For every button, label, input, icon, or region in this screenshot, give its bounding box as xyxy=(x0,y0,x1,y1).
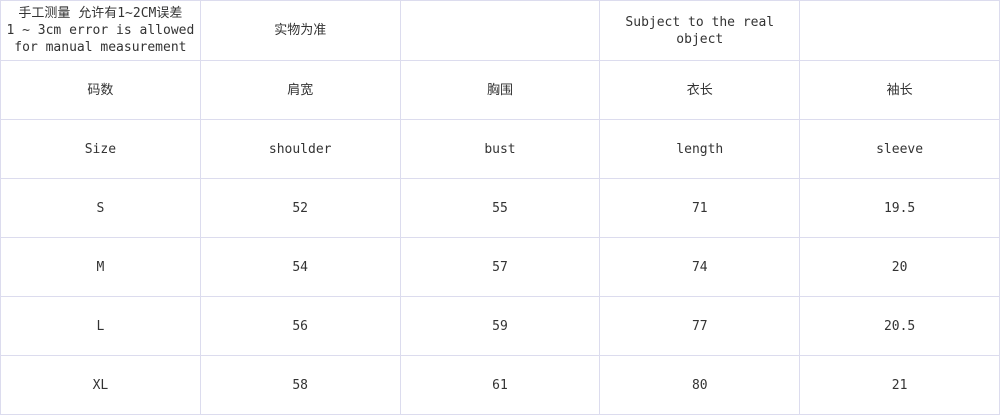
column-header: 码数 xyxy=(0,60,201,120)
column-header: 胸围 xyxy=(399,60,601,120)
note-line: 手工测量 允许有1~2CM误差 xyxy=(18,6,183,21)
header-cell: 实物为准 xyxy=(199,0,401,61)
table-cell: L xyxy=(0,296,201,356)
table-cell: 57 xyxy=(399,237,601,297)
header-cell xyxy=(399,0,601,61)
table-cell: 59 xyxy=(399,296,601,356)
table-cell: 58 xyxy=(199,355,401,415)
table-cell: 21 xyxy=(799,355,1000,415)
column-header-en-row: Size shoulder bust length sleeve xyxy=(0,119,1000,179)
column-header: length xyxy=(599,119,801,179)
table-cell: 71 xyxy=(599,178,801,238)
header-cell xyxy=(799,0,1000,61)
table-cell: 74 xyxy=(599,237,801,297)
header-cell: Subject to the real object xyxy=(599,0,801,61)
table-cell: 77 xyxy=(599,296,801,356)
table-cell: 20 xyxy=(799,237,1000,297)
column-header: 衣长 xyxy=(599,60,801,120)
note-line: 1 ~ 3cm error is allowed xyxy=(6,23,195,38)
table-cell: 55 xyxy=(399,178,601,238)
table-cell: M xyxy=(0,237,201,297)
table-cell: XL xyxy=(0,355,201,415)
table-cell: 80 xyxy=(599,355,801,415)
table-row: XL 58 61 80 21 xyxy=(0,355,1000,415)
table-cell: 56 xyxy=(199,296,401,356)
table-cell: 20.5 xyxy=(799,296,1000,356)
measurement-note: 手工测量 允许有1~2CM误差 1 ~ 3cm error is allowed… xyxy=(0,0,201,61)
column-header-cn-row: 码数 肩宽 胸围 衣长 袖长 xyxy=(0,60,1000,120)
table-row: M 54 57 74 20 xyxy=(0,237,1000,297)
table-row: L 56 59 77 20.5 xyxy=(0,296,1000,356)
column-header: Size xyxy=(0,119,201,179)
column-header: sleeve xyxy=(799,119,1000,179)
column-header: shoulder xyxy=(199,119,401,179)
note-row: 手工测量 允许有1~2CM误差 1 ~ 3cm error is allowed… xyxy=(0,0,1000,61)
table-cell: 54 xyxy=(199,237,401,297)
column-header: 袖长 xyxy=(799,60,1000,120)
note-line: for manual measurement xyxy=(14,40,187,55)
table-cell: 19.5 xyxy=(799,178,1000,238)
table-cell: 61 xyxy=(399,355,601,415)
table-cell: 52 xyxy=(199,178,401,238)
column-header: bust xyxy=(399,119,601,179)
column-header: 肩宽 xyxy=(199,60,401,120)
table-cell: S xyxy=(0,178,201,238)
table-row: S 52 55 71 19.5 xyxy=(0,178,1000,238)
